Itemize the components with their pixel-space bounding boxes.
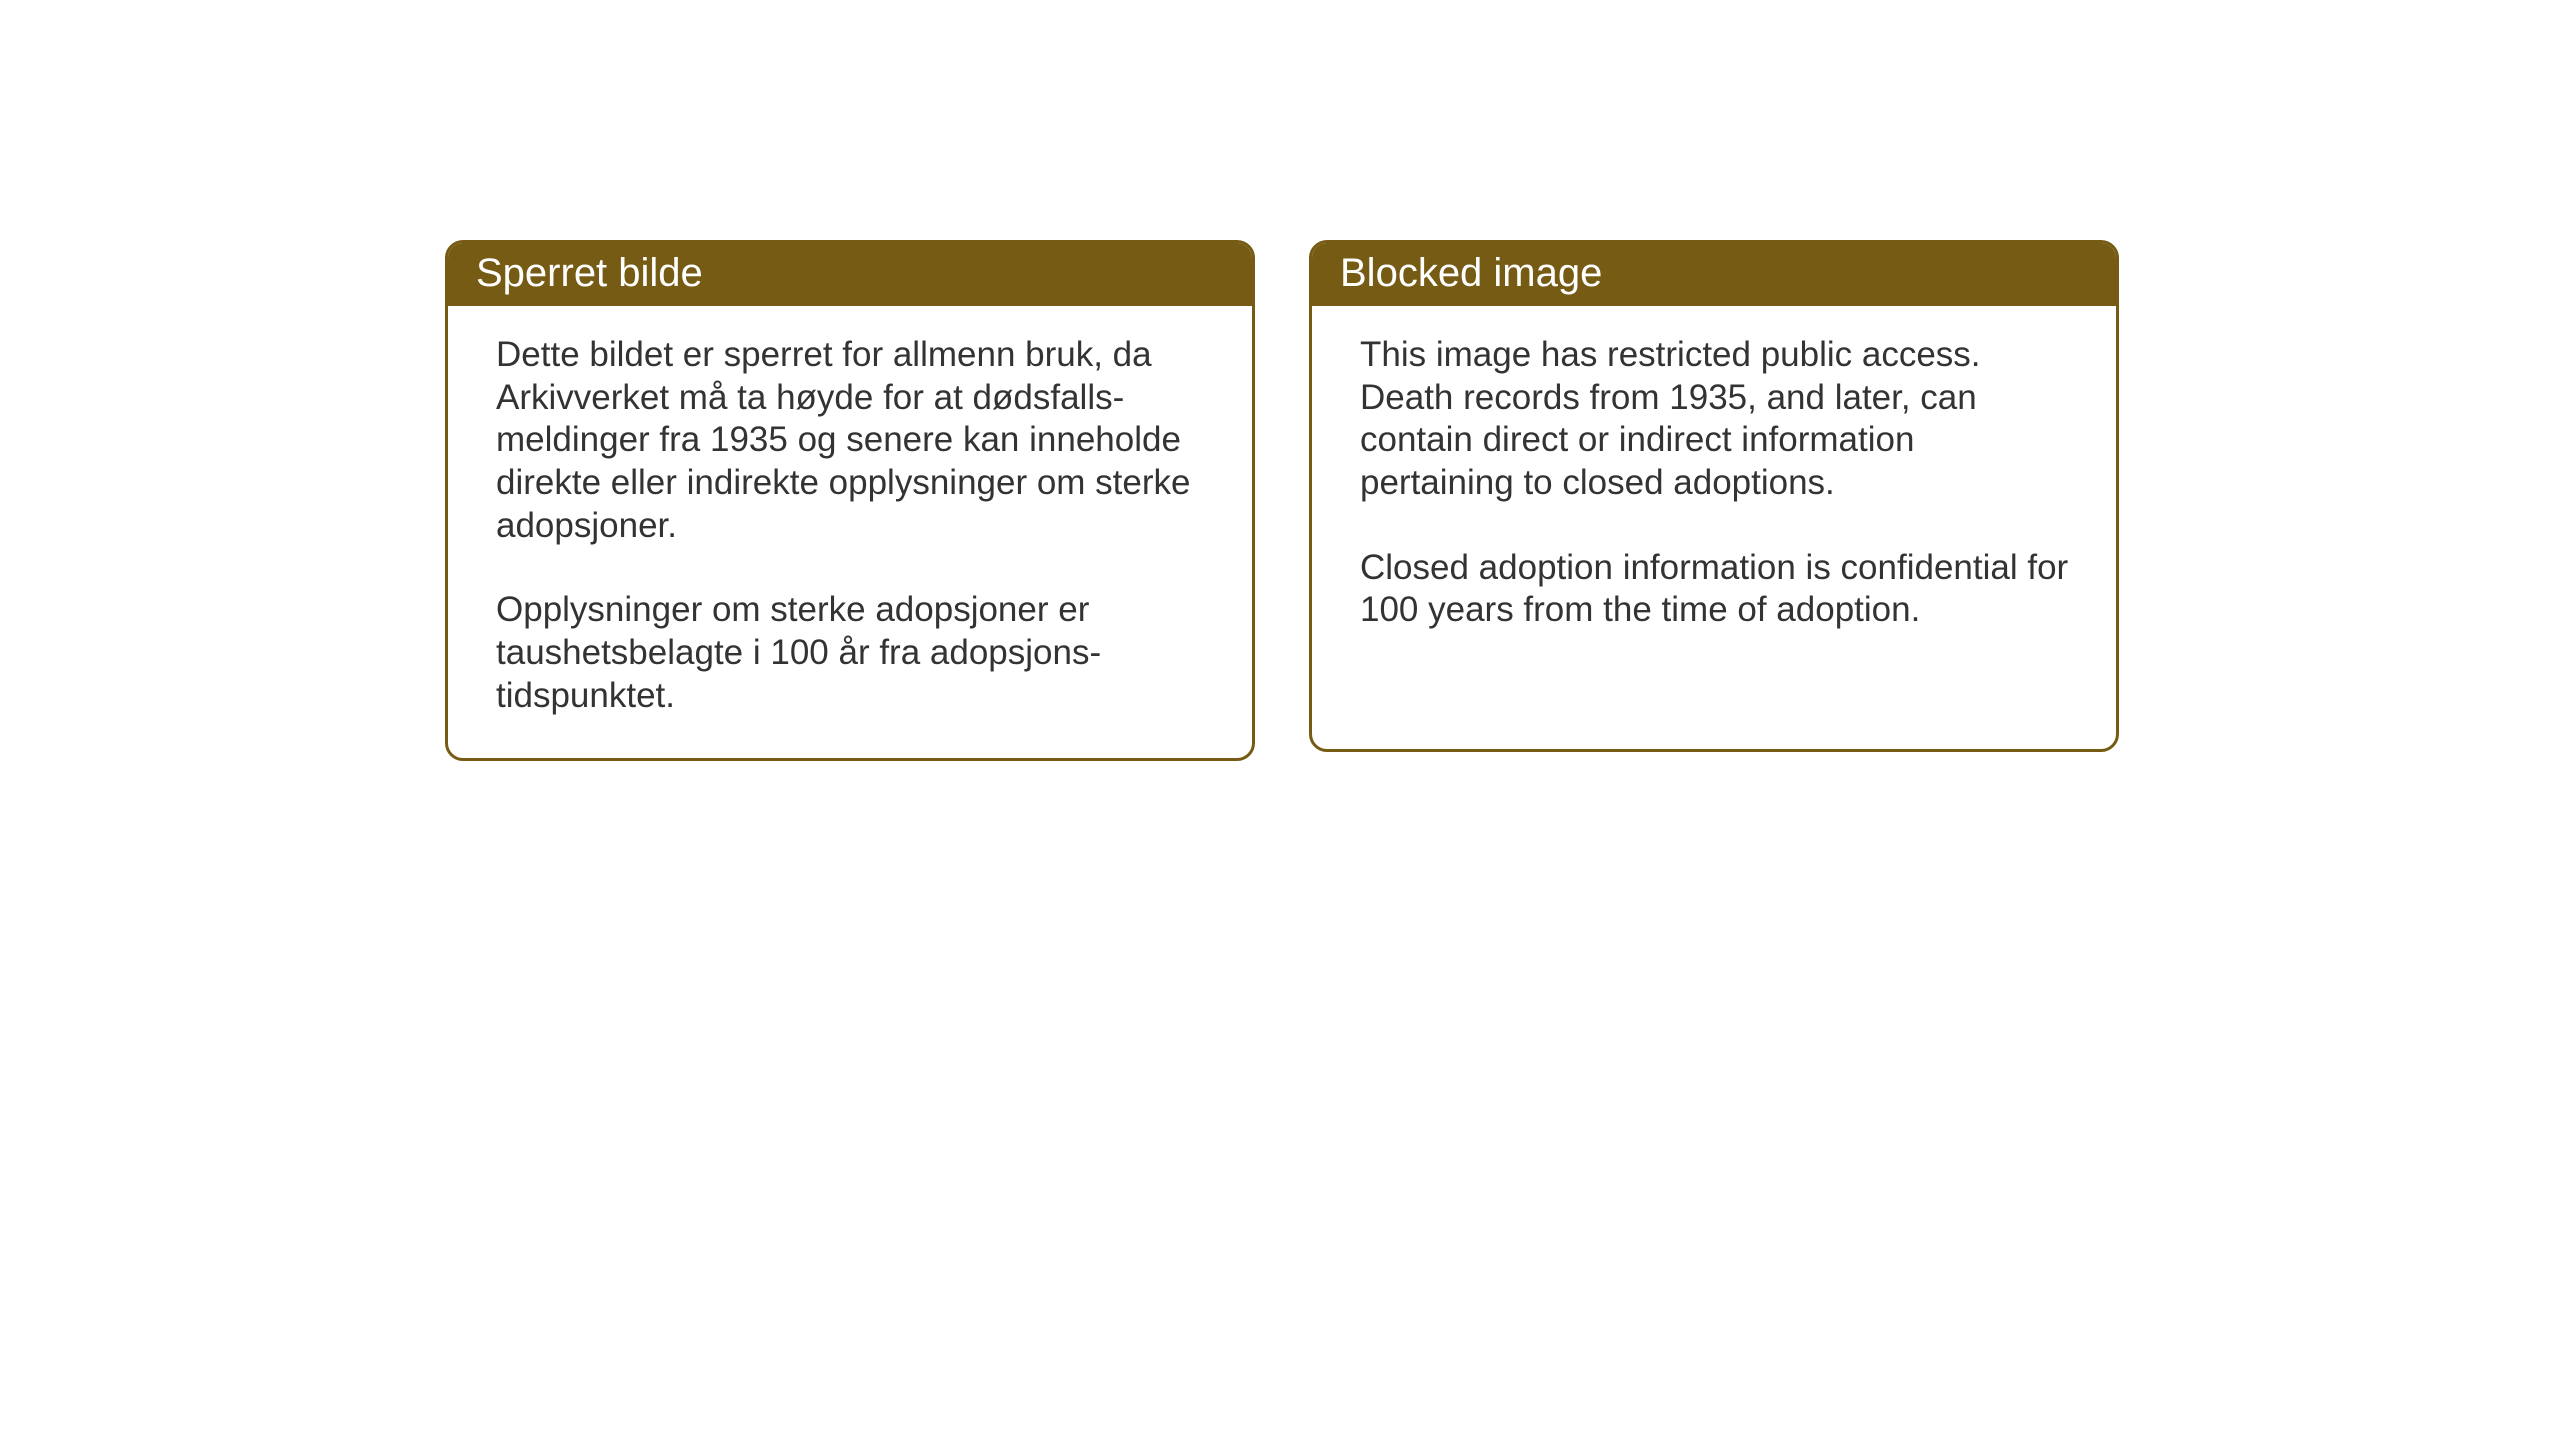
card-body-norwegian: Dette bildet er sperret for allmenn bruk… [448, 306, 1252, 758]
card-header-norwegian: Sperret bilde [448, 243, 1252, 306]
notice-card-english: Blocked image This image has restricted … [1309, 240, 2119, 752]
card-paragraph-1-english: This image has restricted public access.… [1360, 334, 2076, 505]
card-paragraph-2-norwegian: Opplysninger om sterke adopsjoner er tau… [496, 589, 1212, 717]
notice-card-norwegian: Sperret bilde Dette bildet er sperret fo… [445, 240, 1255, 761]
card-body-english: This image has restricted public access.… [1312, 306, 2116, 672]
card-paragraph-2-english: Closed adoption information is confident… [1360, 547, 2076, 632]
card-header-english: Blocked image [1312, 243, 2116, 306]
card-title-norwegian: Sperret bilde [476, 251, 703, 295]
notice-cards-container: Sperret bilde Dette bildet er sperret fo… [445, 240, 2119, 761]
card-title-english: Blocked image [1340, 251, 1602, 295]
card-paragraph-1-norwegian: Dette bildet er sperret for allmenn bruk… [496, 334, 1212, 547]
